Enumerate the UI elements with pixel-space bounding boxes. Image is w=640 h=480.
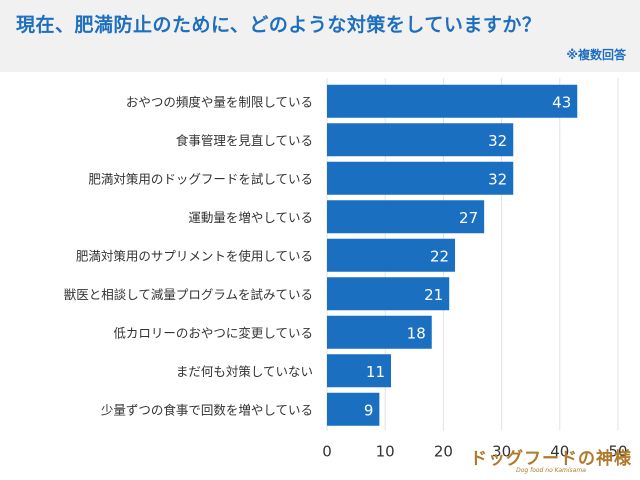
category-label: 食事管理を見直している bbox=[176, 133, 313, 148]
bar bbox=[327, 392, 380, 426]
bar bbox=[327, 277, 450, 311]
x-tick-label: 50 bbox=[608, 443, 627, 461]
category-label: おやつの頻度や量を制限している bbox=[126, 94, 313, 109]
x-tick-label: 40 bbox=[550, 443, 569, 461]
value-label: 32 bbox=[488, 170, 507, 188]
x-tick-label: 30 bbox=[492, 443, 511, 461]
x-tick-label: 10 bbox=[376, 443, 395, 461]
multiple-answer-note: ※複数回答 bbox=[566, 48, 626, 62]
bar bbox=[327, 238, 456, 272]
bar bbox=[327, 123, 514, 157]
bar-chart: 0 10 20 30 40 50 おやつの頻度や量を制限している 43 食事管理を見直している 3… bbox=[64, 78, 628, 461]
category-label: 獣医と相談して減量プログラムを試みている bbox=[64, 287, 313, 302]
brand-logo-subtext: Dog food no Kamisama bbox=[516, 467, 586, 474]
category-label: 肥満対策用のドッグフードを試している bbox=[88, 171, 313, 186]
bar bbox=[327, 315, 432, 349]
brand-logo-text: ドッグフードの神様 bbox=[470, 449, 632, 469]
value-label: 32 bbox=[488, 132, 507, 150]
category-label: まだ何も対策していない bbox=[176, 364, 313, 379]
value-label: 27 bbox=[459, 209, 478, 227]
bar bbox=[327, 354, 392, 388]
value-label: 11 bbox=[366, 363, 385, 381]
page-title: 現在、肥満防止のために、どのような対策をしていますか？ bbox=[16, 14, 542, 36]
x-tick-label: 20 bbox=[434, 443, 453, 461]
brand-logo: ドッグフードの神様 Dog food no Kamisama bbox=[470, 444, 632, 474]
value-label: 22 bbox=[430, 247, 449, 265]
category-label: 運動量を増やしている bbox=[188, 210, 313, 225]
header-band: 現在、肥満防止のために、どのような対策をしていますか？ ※複数回答 bbox=[0, 0, 640, 72]
x-tick-label: 0 bbox=[322, 443, 332, 461]
value-label: 43 bbox=[552, 93, 571, 111]
value-label: 18 bbox=[407, 324, 426, 342]
bar bbox=[327, 161, 514, 195]
category-label: 肥満対策用のサプリメントを使用している bbox=[76, 248, 313, 263]
category-label: 少量ずつの食事で回数を増やしている bbox=[101, 402, 313, 417]
bar bbox=[327, 200, 485, 234]
value-label: 9 bbox=[364, 401, 374, 419]
value-label: 21 bbox=[424, 286, 443, 304]
category-label: 低カロリーのおやつに変更している bbox=[113, 325, 313, 340]
bar bbox=[327, 84, 578, 118]
